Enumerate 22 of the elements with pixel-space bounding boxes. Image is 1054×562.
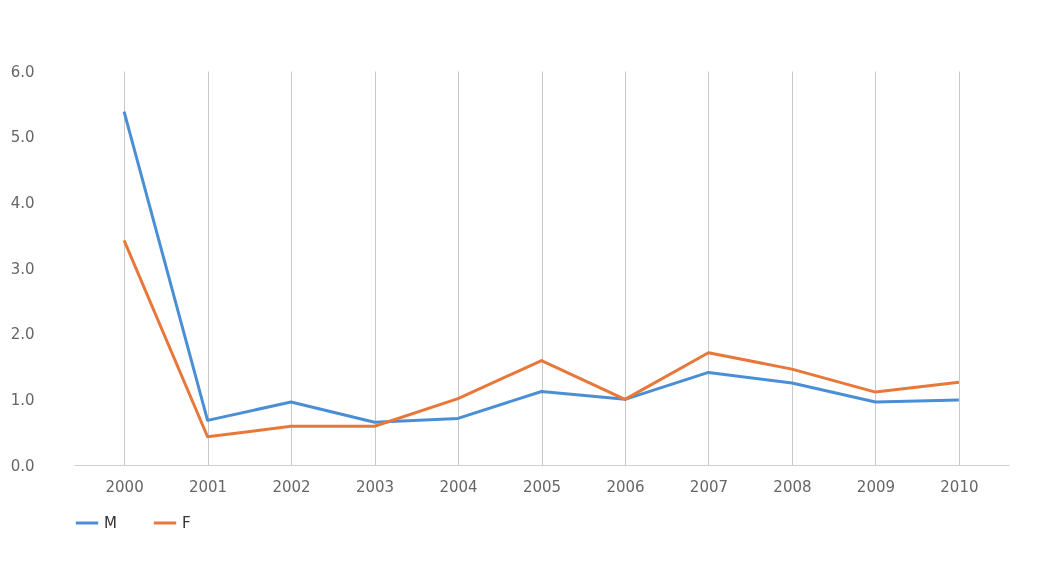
x-tick-label: 2000 xyxy=(105,477,144,496)
legend-label: M xyxy=(104,514,117,532)
x-tick-label: 2005 xyxy=(522,477,562,496)
x-tick-label: 2009 xyxy=(856,477,896,496)
x-tick-label: 2002 xyxy=(272,477,311,496)
x-tick-label: 2007 xyxy=(689,477,729,496)
x-tick-label: 2003 xyxy=(355,477,395,496)
y-tick-label: 6.0 xyxy=(10,62,35,81)
line-series xyxy=(122,238,961,439)
y-tick-label: 5.0 xyxy=(10,128,35,147)
y-tick-label: 1.0 xyxy=(10,390,35,409)
x-tick-label: 2001 xyxy=(188,477,228,496)
line-series xyxy=(122,110,961,424)
y-tick-label: 4.0 xyxy=(10,193,35,212)
x-tick-label: 2004 xyxy=(439,477,478,496)
y-tick-label: 3.0 xyxy=(10,259,35,278)
y-tick-label: 0.0 xyxy=(10,456,35,475)
x-tick-label: 2010 xyxy=(940,477,979,496)
x-tick-label: 2006 xyxy=(606,477,645,496)
legend-label: F xyxy=(182,514,191,532)
x-tick-label: 2008 xyxy=(773,477,812,496)
y-tick-label: 2.0 xyxy=(10,325,35,344)
